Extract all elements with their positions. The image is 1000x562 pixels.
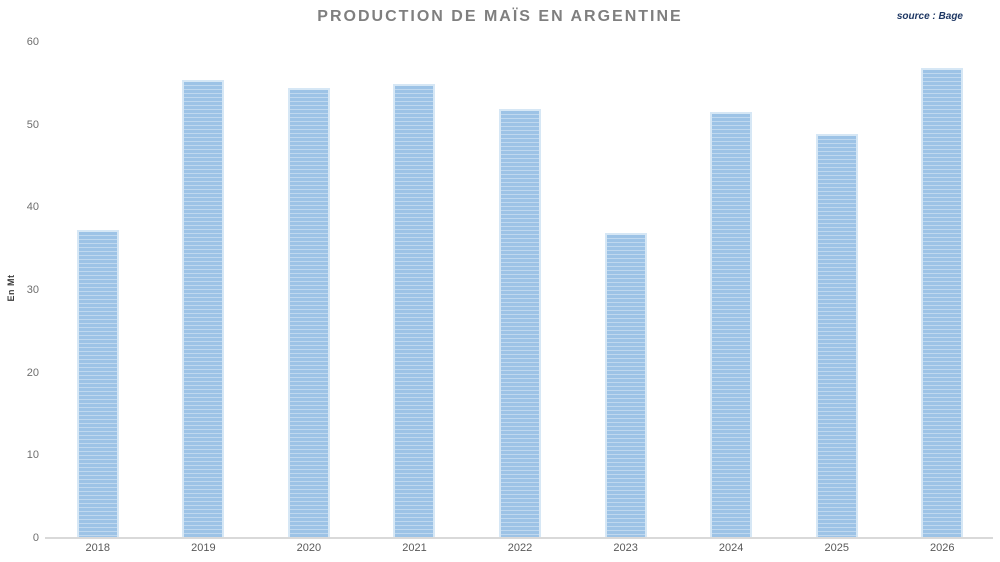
x-tick-label: 2021	[402, 542, 427, 554]
bar-2025	[815, 134, 858, 538]
bar-column-2020	[256, 42, 362, 538]
x-tick-label: 2022	[507, 542, 533, 554]
x-tick-label: 2018	[85, 542, 111, 554]
x-axis: 2018 2019 2020 2021 2022 2023 2024 2025 2026	[45, 542, 995, 554]
x-tick-label: 2019	[191, 542, 216, 554]
y-tick-label: 60	[26, 36, 39, 48]
x-tick-label: 2025	[824, 542, 849, 554]
bar-column-2024	[678, 42, 784, 538]
bar-2024	[710, 112, 753, 538]
bar-column-2026	[890, 42, 996, 538]
y-tick-label: 20	[26, 366, 39, 379]
x-tick-label: 2020	[296, 542, 322, 554]
y-tick-label: 40	[26, 201, 39, 214]
y-axis: 0 10 20 30 40 50 60	[0, 0, 41, 562]
x-tick-label: 2026	[930, 542, 955, 554]
plot-area	[45, 42, 995, 538]
bar-2020	[287, 88, 330, 538]
source-label: source : Bage	[896, 11, 963, 22]
bar-column-2022	[467, 42, 573, 538]
bar-column-2023	[573, 42, 679, 538]
chart-title: PRODUCTION DE MAÏS EN ARGENTINE	[317, 8, 683, 25]
bar-2023	[604, 233, 647, 538]
bar-column-2018	[45, 42, 151, 538]
y-tick-label: 10	[26, 449, 39, 462]
bar-2021	[393, 84, 436, 538]
bar-2026	[921, 68, 964, 538]
bar-column-2019	[151, 42, 257, 538]
y-tick-label: 50	[26, 118, 39, 131]
bar-2022	[499, 109, 542, 538]
y-tick-label: 30	[26, 284, 39, 296]
bar-column-2025	[784, 42, 890, 538]
y-tick-label: 0	[32, 532, 39, 544]
x-tick-label: 2024	[718, 542, 744, 554]
x-axis-line	[45, 537, 993, 539]
bar-column-2021	[362, 42, 468, 538]
bar-2018	[76, 230, 119, 538]
bar-2019	[182, 80, 225, 538]
x-tick-label: 2023	[613, 542, 638, 554]
